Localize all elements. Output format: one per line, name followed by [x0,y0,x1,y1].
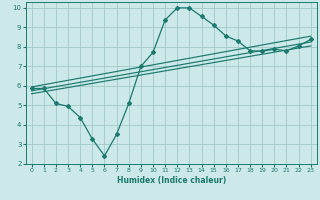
X-axis label: Humidex (Indice chaleur): Humidex (Indice chaleur) [116,176,226,185]
